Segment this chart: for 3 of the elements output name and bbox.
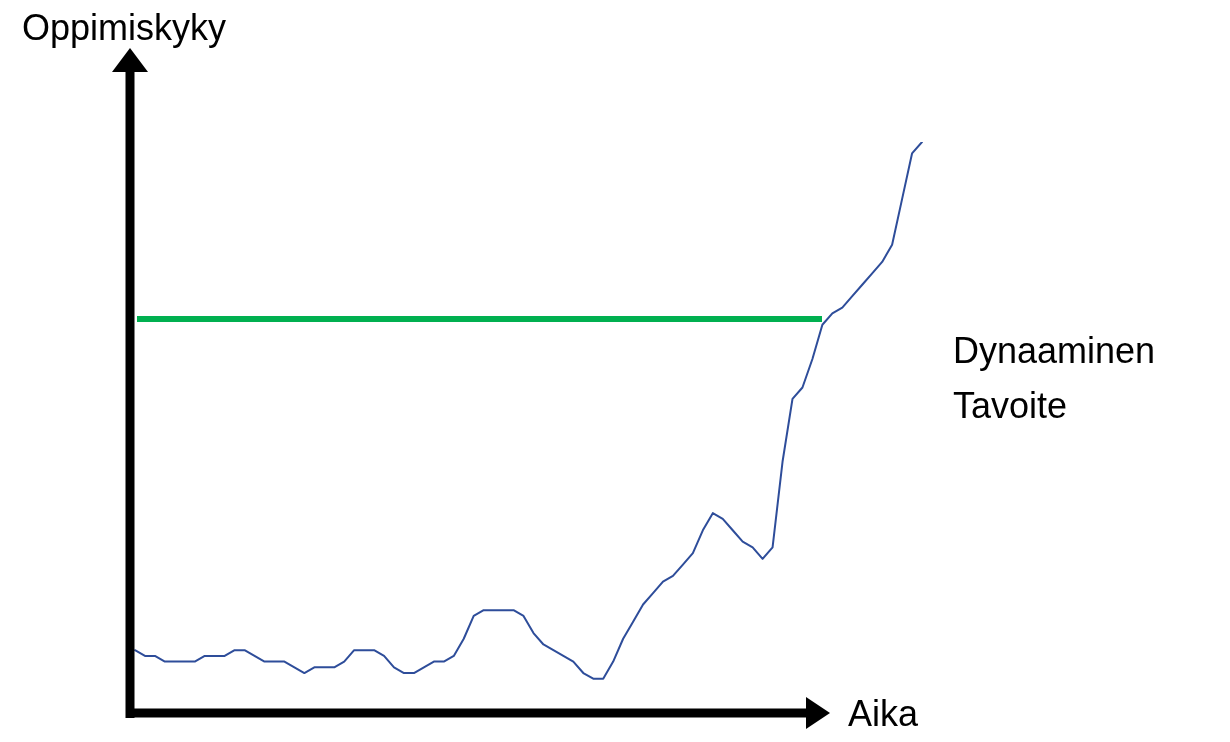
text: Dynaaminen Tavoite <box>953 329 1156 426</box>
x-axis-title: Aika <box>848 692 920 734</box>
y-axis-title: Oppimiskyky <box>22 6 227 48</box>
